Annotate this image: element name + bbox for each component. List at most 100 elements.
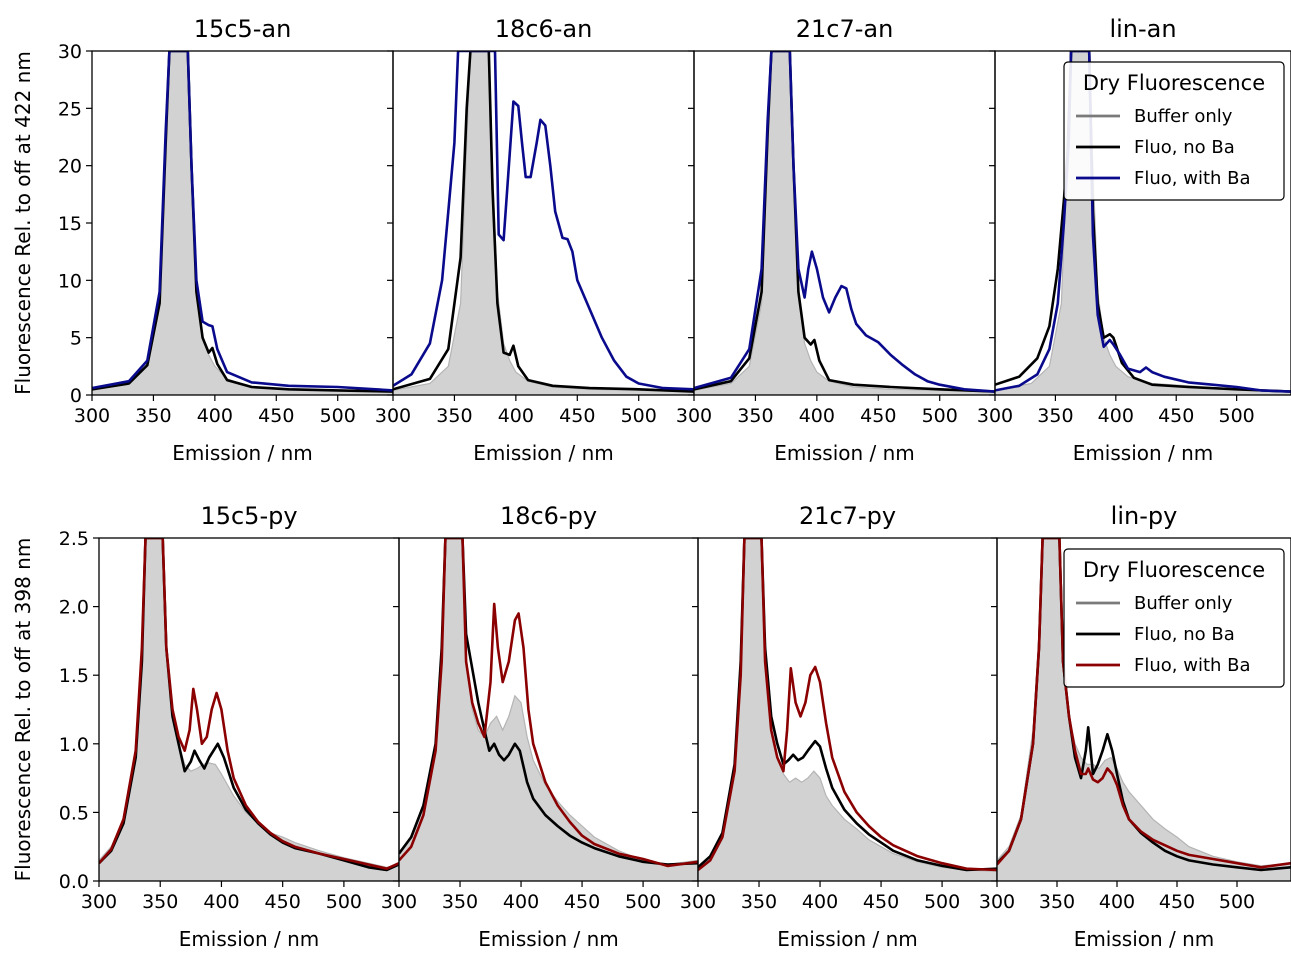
legend-title: Dry Fluorescence — [1083, 71, 1265, 95]
y-axis-label: Fluorescence Rel. to off at 422 nm — [11, 51, 35, 395]
series-fluo-with-ba-line — [399, 538, 698, 868]
x-axis-label: Emission / nm — [777, 927, 918, 951]
plot-area — [92, 51, 393, 395]
plot-area — [399, 538, 698, 881]
series-buffer-only-area — [393, 51, 694, 395]
y-tick-label: 0 — [70, 385, 82, 407]
x-tick-label: 350 — [142, 891, 178, 913]
legend: Dry Fluorescence Buffer only Fluo, no Ba Fl… — [1063, 61, 1285, 201]
panel-title: lin-py — [1111, 502, 1178, 530]
y-tick-label: 20 — [58, 156, 82, 178]
y-tick-label: 15 — [58, 213, 82, 235]
x-axis-label: Emission / nm — [478, 927, 619, 951]
plot-area — [694, 51, 995, 395]
panel-title: 18c6-an — [495, 15, 593, 43]
axes-frame — [392, 50, 695, 396]
x-tick-label: 500 — [625, 891, 661, 913]
x-tick-label: 400 — [1099, 891, 1135, 913]
panel-title: 15c5-an — [194, 15, 292, 43]
plot-area — [99, 538, 399, 881]
x-tick-label: 450 — [559, 405, 595, 427]
series-fluo-with-ba-line — [995, 51, 1291, 393]
legend-box — [1063, 548, 1285, 688]
x-tick-label: 500 — [1219, 891, 1255, 913]
panel-title: 18c6-py — [500, 502, 597, 530]
legend-entry-label: Fluo, with Ba — [1134, 655, 1251, 676]
series-fluo-with-ba-line — [997, 538, 1291, 869]
x-tick-label: 350 — [135, 405, 171, 427]
x-axis-label: Emission / nm — [172, 441, 313, 465]
x-tick-label: 400 — [802, 891, 838, 913]
x-tick-label: 350 — [442, 891, 478, 913]
x-tick-label: 400 — [203, 891, 239, 913]
x-tick-label: 450 — [258, 405, 294, 427]
x-tick-label: 300 — [680, 891, 716, 913]
panel-15c5-an: 300 350 400 450 500 0 5 10 15 20 25 30 15c5-an Emissi… — [11, 15, 394, 465]
panel-21c7-an: 300 350 400 450 500 21c7-an Emission / nm — [676, 15, 996, 465]
x-tick-label: 300 — [977, 405, 1013, 427]
legend-entry-label: Fluo, with Ba — [1134, 168, 1251, 189]
y-tick-label: 10 — [58, 270, 82, 292]
y-tick-label: 25 — [58, 98, 82, 120]
panel-18c6-py: 300 350 400 450 500 18c6-py Emission / nm — [381, 502, 699, 951]
x-tick-label: 450 — [863, 891, 899, 913]
series-buffer-only-area — [694, 51, 995, 395]
panel-15c5-py: 300 350 400 450 500 0.0 0.5 1.0 1.5 2.0 2.5 15c5-py… — [11, 502, 400, 951]
y-tick-label: 2.5 — [59, 528, 89, 550]
series-fluo-no-ba-line — [694, 51, 995, 393]
series-fluo-no-ba-line — [92, 51, 393, 393]
series-fluo-no-ba-line — [393, 51, 694, 393]
x-tick-label: 400 — [799, 405, 835, 427]
x-axis-label: Emission / nm — [473, 441, 614, 465]
plot-area — [393, 51, 694, 395]
x-tick-label: 400 — [498, 405, 534, 427]
y-axis-label: Fluorescence Rel. to off at 398 nm — [11, 538, 35, 882]
y-tick-label: 30 — [58, 41, 82, 63]
x-axis-label: Emission / nm — [774, 441, 915, 465]
y-tick-label: 5 — [70, 328, 82, 350]
series-fluo-with-ba-line — [92, 51, 393, 392]
axes-frame — [996, 537, 1291, 882]
x-tick-label: 500 — [1218, 405, 1254, 427]
x-tick-label: 500 — [621, 405, 657, 427]
y-tick-label: 2.0 — [59, 597, 89, 619]
series-fluo-with-ba-line — [698, 538, 997, 872]
y-tick-label: 1.5 — [59, 665, 89, 687]
legend-entry-label: Fluo, no Ba — [1134, 137, 1235, 158]
x-tick-label: 300 — [74, 405, 110, 427]
x-tick-label: 350 — [737, 405, 773, 427]
x-tick-label: 300 — [979, 891, 1015, 913]
panel-lin-an: 300 350 400 450 500 lin-an Emission / nm Dry Fl… — [977, 15, 1291, 465]
panel-title: lin-an — [1109, 15, 1176, 43]
x-tick-label: 500 — [922, 405, 958, 427]
panel-title: 21c7-py — [799, 502, 896, 530]
x-tick-label: 300 — [676, 405, 712, 427]
x-axis-label: Emission / nm — [179, 927, 320, 951]
x-tick-label: 500 — [320, 405, 356, 427]
legend-entry-label: Buffer only — [1134, 106, 1233, 127]
x-tick-label: 450 — [265, 891, 301, 913]
series-buffer-only-area — [92, 51, 393, 395]
x-tick-label: 350 — [741, 891, 777, 913]
x-tick-label: 350 — [1039, 891, 1075, 913]
x-tick-label: 450 — [564, 891, 600, 913]
series-fluo-with-ba-line — [393, 51, 694, 391]
x-tick-label: 350 — [1037, 405, 1073, 427]
legend: Dry Fluorescence Buffer only Fluo, no Ba Fl… — [1063, 548, 1285, 688]
x-axis-label: Emission / nm — [1073, 441, 1214, 465]
series-fluo-with-ba-line — [99, 538, 399, 871]
panel-title: 21c7-an — [796, 15, 894, 43]
x-tick-label: 300 — [81, 891, 117, 913]
x-tick-label: 400 — [1098, 405, 1134, 427]
legend-box — [1063, 61, 1285, 201]
panel-18c6-an: 300 350 400 450 500 18c6-an Emission / nm — [375, 15, 695, 465]
axes-frame — [693, 50, 996, 396]
x-tick-label: 450 — [860, 405, 896, 427]
legend-title: Dry Fluorescence — [1083, 558, 1265, 582]
panel-21c7-py: 300 350 400 450 500 21c7-py Emission / nm — [680, 502, 998, 951]
x-tick-label: 400 — [503, 891, 539, 913]
legend-entry-label: Buffer only — [1134, 593, 1233, 614]
x-tick-label: 350 — [436, 405, 472, 427]
x-axis-label: Emission / nm — [1074, 927, 1215, 951]
